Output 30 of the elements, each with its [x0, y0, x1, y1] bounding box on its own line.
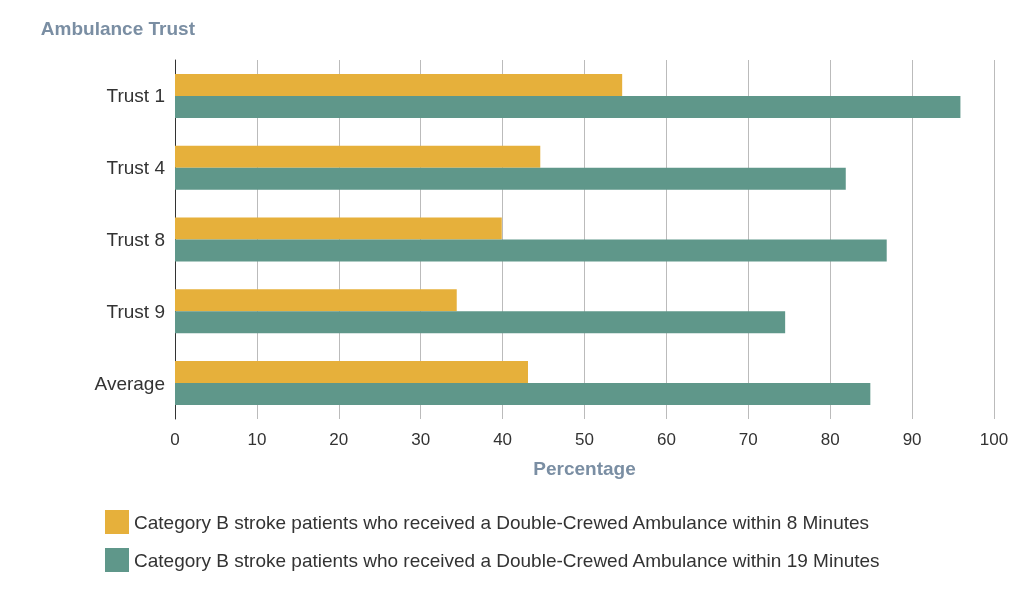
x-tick-label: 0 [170, 430, 180, 449]
x-tick-label: 90 [902, 430, 922, 449]
y-tick-label: Trust 4 [106, 157, 166, 179]
bar [175, 73, 623, 96]
bar [175, 145, 541, 168]
x-tick-label: 70 [738, 430, 758, 449]
x-axis-title: Percentage [533, 458, 636, 479]
bar [175, 217, 502, 240]
bar [175, 311, 786, 334]
x-tick-label: 30 [411, 430, 431, 449]
x-tick-label: 10 [247, 430, 267, 449]
bar [175, 95, 961, 118]
y-tick-label: Average [94, 372, 165, 394]
x-tick-label: 20 [329, 430, 349, 449]
bar [175, 239, 887, 262]
x-tick-label: 60 [656, 430, 676, 449]
legend-label: Category B stroke patients who received a Double-Crewed Ambulance within 19 Minutes [134, 549, 880, 571]
bar [175, 167, 846, 190]
y-tick-label: Trust 1 [106, 85, 165, 107]
x-tick-label: 50 [575, 430, 594, 449]
x-tick-label: 40 [493, 430, 513, 449]
bar [175, 383, 871, 406]
x-tick-label: 80 [820, 430, 840, 449]
bar [175, 361, 528, 384]
y-tick-label: Trust 8 [106, 229, 165, 250]
legend-label: Category B stroke patients who received a Double-Crewed Ambulance within 8 Minutes [134, 511, 870, 533]
y-tick-label: Trust 9 [106, 300, 165, 322]
bar [175, 289, 457, 312]
y-axis-title: Ambulance Trust [40, 18, 196, 39]
x-tick-label: 100 [979, 430, 1009, 449]
